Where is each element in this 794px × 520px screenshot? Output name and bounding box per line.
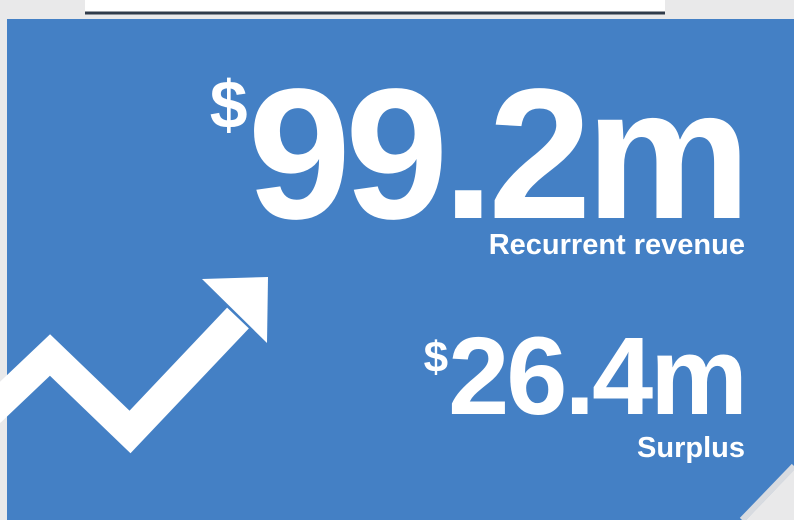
corner-fold bbox=[739, 463, 794, 520]
stat-figure: $26.4m bbox=[424, 315, 745, 438]
trend-arrow bbox=[0, 277, 268, 454]
panel bbox=[7, 19, 794, 520]
currency-symbol: $ bbox=[424, 333, 448, 382]
stat-amount: 26.4m bbox=[448, 315, 745, 438]
arrow-line bbox=[0, 307, 249, 454]
arrow-head bbox=[202, 277, 268, 343]
stat-label: Surplus bbox=[637, 432, 745, 464]
stat-label: Recurrent revenue bbox=[489, 229, 745, 261]
top-tab bbox=[85, 0, 665, 13]
currency-symbol: $ bbox=[210, 67, 248, 143]
stat-amount: 99.2m bbox=[248, 51, 745, 258]
stat-figure: $99.2m bbox=[210, 51, 745, 258]
